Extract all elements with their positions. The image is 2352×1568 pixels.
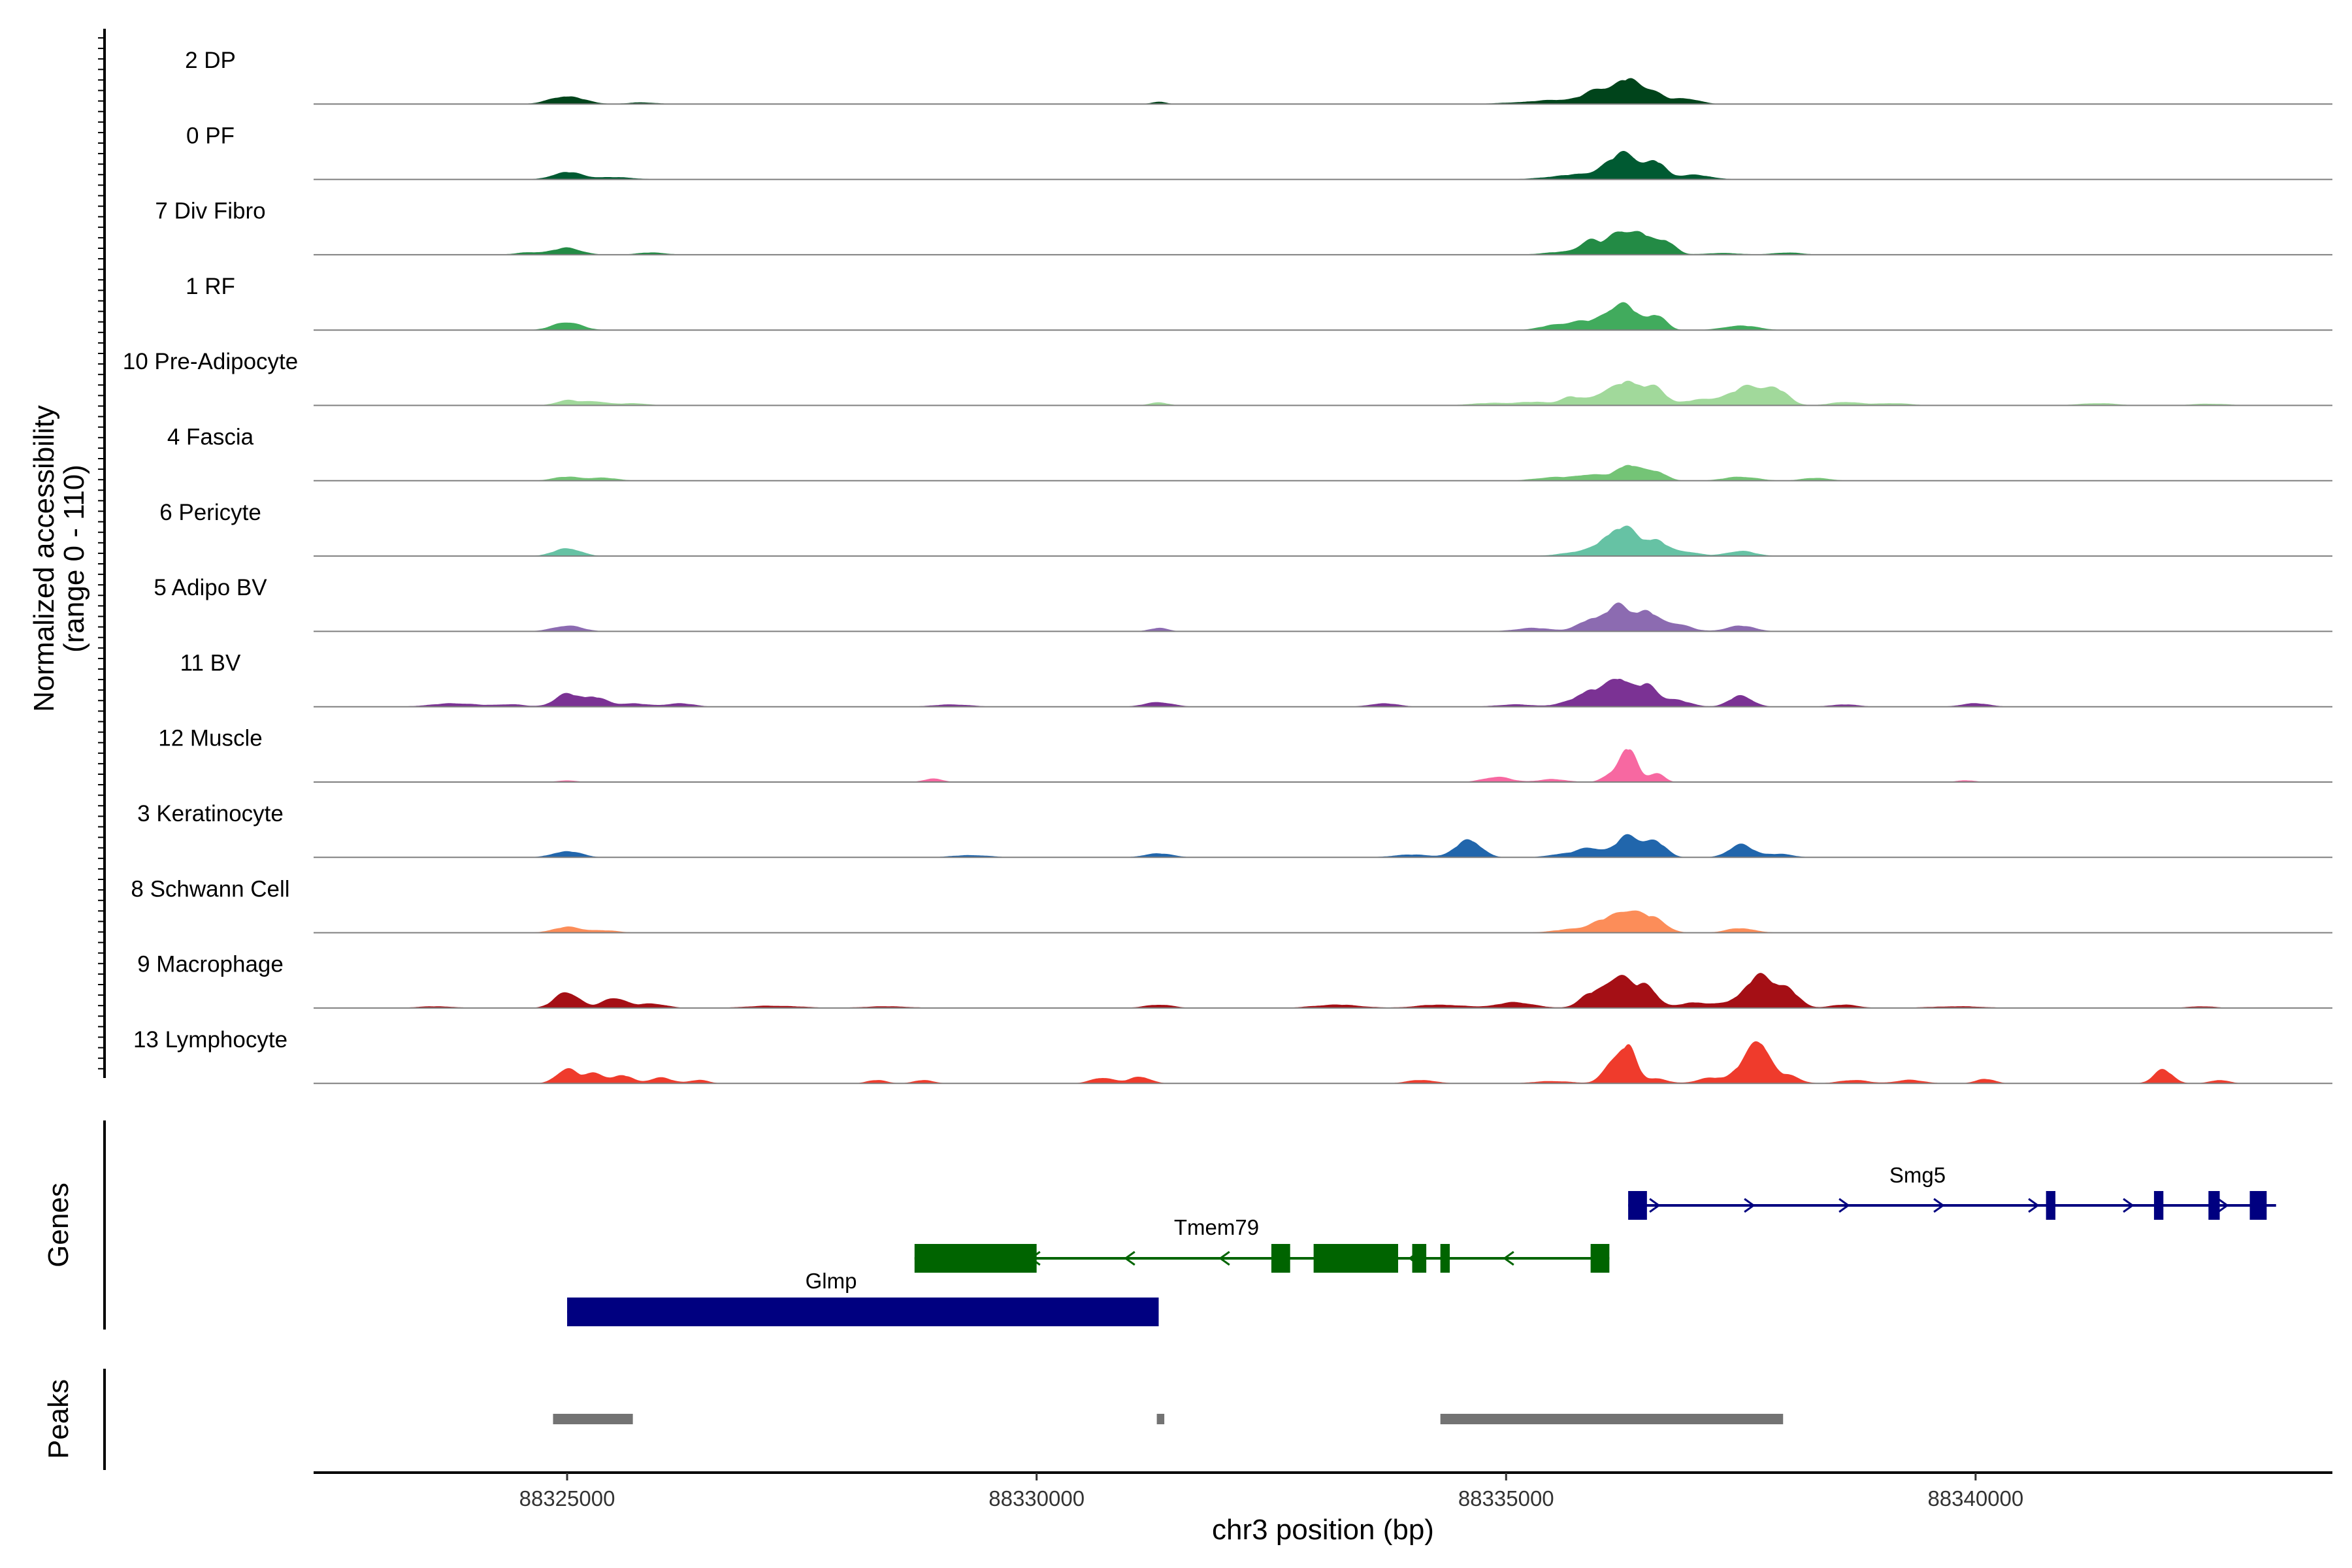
strand-arrow: [2123, 1198, 2134, 1213]
peak-regions: [553, 1414, 1784, 1424]
gene-glmp: Glmp: [567, 1269, 1159, 1326]
coverage-tracks: 2 DP 0 PF 7 Div Fibro 1 RF 10 Pre-Adipocyte 4…: [123, 48, 2332, 1085]
track-2: 0 PF: [186, 123, 2332, 180]
gene-label: Tmem79: [1174, 1215, 1259, 1239]
x-tick-label: 88330000: [988, 1486, 1085, 1511]
gene-exon: [567, 1298, 1159, 1326]
track-label: 5 Adipo BV: [154, 575, 267, 600]
track-4: 1 RF: [186, 274, 2332, 331]
x-axis-title: chr3 position (bp): [1212, 1514, 1434, 1546]
y-axis-ticks: [98, 37, 105, 1070]
track-label: 8 Schwann Cell: [131, 876, 289, 902]
track-label: 10 Pre-Adipocyte: [123, 349, 298, 374]
gene-exon: [1590, 1244, 1610, 1273]
strand-arrow: [2028, 1198, 2040, 1213]
gene-label: Glmp: [806, 1269, 857, 1293]
track-label: 13 Lymphocyte: [133, 1027, 287, 1053]
strand-arrow: [1933, 1198, 1945, 1213]
gene-exon: [1440, 1244, 1450, 1273]
track-13: 9 Macrophage: [137, 952, 2332, 1009]
gene-exon: [1313, 1244, 1398, 1273]
peaks-track-title: Peaks: [42, 1379, 74, 1459]
x-tick-label: 88335000: [1458, 1486, 1554, 1511]
track-6: 4 Fascia: [167, 425, 2332, 482]
gene-exon: [1412, 1244, 1427, 1273]
strand-arrow: [1744, 1198, 1756, 1213]
track-7: 6 Pericyte: [159, 500, 2332, 557]
strand-arrow: [2217, 1198, 2229, 1213]
track-label: 7 Div Fibro: [155, 199, 265, 224]
track-label: 2 DP: [185, 48, 236, 73]
strand-arrow: [1218, 1250, 1230, 1266]
gene-exon: [2153, 1191, 2164, 1220]
x-tick-label: 88340000: [1927, 1486, 2023, 1511]
x-tick-label: 88325000: [519, 1486, 615, 1511]
track-label: 4 Fascia: [167, 425, 254, 450]
track-label: 3 Keratinocyte: [137, 801, 284, 826]
y-axis-title-line1: Normalized accessibility: [28, 405, 60, 711]
track-3: 7 Div Fibro: [155, 199, 2332, 255]
track-9: 11 BV: [180, 650, 2332, 708]
gene-annotations: Glmp Tmem79 Smg5: [567, 1163, 2276, 1326]
track-8: 5 Adipo BV: [154, 575, 2332, 632]
strand-arrow: [1649, 1198, 1661, 1213]
peak-region: [1156, 1414, 1165, 1424]
gene-exon: [1271, 1244, 1290, 1273]
x-axis-ticks: 88325000 88330000 88335000 88340000: [519, 1473, 2023, 1511]
gene-exon: [914, 1244, 1037, 1273]
track-10: 12 Muscle: [158, 726, 2332, 783]
track-12: 8 Schwann Cell: [131, 876, 2332, 934]
track-label: 11 BV: [180, 650, 241, 676]
track-label: 0 PF: [186, 123, 235, 148]
track-14: 13 Lymphocyte: [133, 1027, 2332, 1085]
gene-exon: [1628, 1191, 1647, 1220]
track-label: 9 Macrophage: [137, 952, 284, 977]
gene-exon: [2208, 1191, 2220, 1220]
track-5: 10 Pre-Adipocyte: [123, 349, 2332, 406]
y-axis-title-line2: (range 0 - 110): [58, 465, 90, 653]
strand-arrow: [1838, 1198, 1850, 1213]
gene-exon: [2046, 1191, 2056, 1220]
gene-label: Smg5: [1889, 1163, 1946, 1187]
peak-region: [1440, 1414, 1784, 1424]
track-label: 1 RF: [186, 274, 235, 299]
track-1: 2 DP: [185, 48, 2332, 105]
track-label: 12 Muscle: [158, 726, 263, 751]
genes-track-title: Genes: [42, 1183, 74, 1267]
track-11: 3 Keratinocyte: [137, 801, 2332, 858]
gene-tmem79: Tmem79: [914, 1215, 1610, 1273]
gene-exon: [2249, 1191, 2267, 1220]
track-label: 6 Pericyte: [159, 500, 261, 525]
peak-region: [553, 1414, 633, 1424]
strand-arrow: [1124, 1250, 1135, 1266]
gene-smg5: Smg5: [1628, 1163, 2276, 1220]
strand-arrow: [1503, 1250, 1514, 1266]
